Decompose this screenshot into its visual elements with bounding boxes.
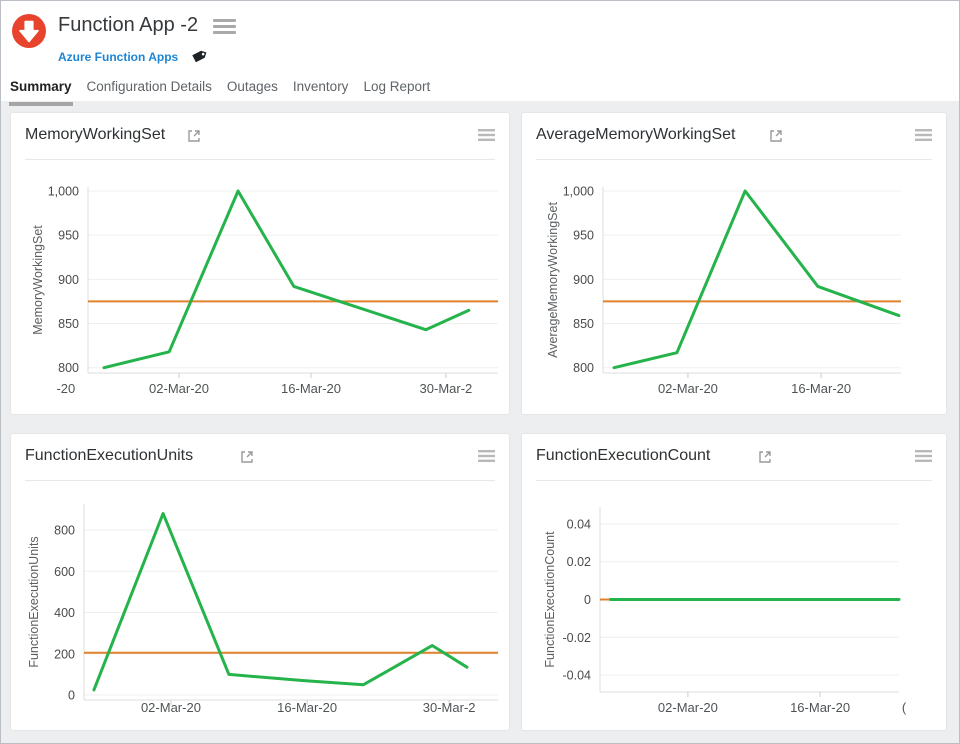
external-link-icon[interactable] xyxy=(240,450,254,464)
tab-configuration-details[interactable]: Configuration Details xyxy=(86,79,212,94)
svg-text:200: 200 xyxy=(54,647,75,661)
svg-text:1,000: 1,000 xyxy=(563,184,594,198)
svg-text:30-Mar-2: 30-Mar-2 xyxy=(420,381,473,396)
svg-text:16-Mar-20: 16-Mar-20 xyxy=(281,381,341,396)
svg-text:02-Mar-20: 02-Mar-20 xyxy=(149,381,209,396)
card-menu-icon[interactable] xyxy=(478,450,495,462)
breadcrumb-monitor-type-link[interactable]: Azure Function Apps xyxy=(58,50,179,64)
svg-text:800: 800 xyxy=(54,523,75,537)
svg-text:0.02: 0.02 xyxy=(567,555,591,569)
chart-card-functionexecutionunits: FunctionExecutionUnits 0 200 400 600 800 02-M… xyxy=(11,434,509,730)
external-link-icon[interactable] xyxy=(187,129,201,143)
tab-outages[interactable]: Outages xyxy=(226,79,278,94)
tab-bar: Summary Configuration Details Outages In… xyxy=(9,77,444,106)
tab-summary[interactable]: Summary xyxy=(9,77,73,106)
svg-text:AverageMemoryWorkingSet: AverageMemoryWorkingSet xyxy=(546,202,560,358)
svg-text:FunctionExecutionUnits: FunctionExecutionUnits xyxy=(27,536,41,667)
divider xyxy=(536,480,932,481)
svg-text:850: 850 xyxy=(58,317,79,331)
external-link-icon[interactable] xyxy=(758,450,772,464)
svg-text:800: 800 xyxy=(58,361,79,375)
svg-text:(: ( xyxy=(902,700,907,715)
chart-title: FunctionExecutionUnits xyxy=(25,447,194,464)
page-title: Function App -2 xyxy=(58,14,199,36)
svg-text:02-Mar-20: 02-Mar-20 xyxy=(141,700,201,715)
card-menu-icon[interactable] xyxy=(478,129,495,141)
svg-text:0: 0 xyxy=(584,593,591,607)
divider xyxy=(25,480,495,481)
tab-inventory[interactable]: Inventory xyxy=(292,79,349,94)
page-header: Function App -2 Azure Function Apps Summ… xyxy=(1,1,959,106)
chart-title: MemoryWorkingSet xyxy=(25,126,166,143)
svg-text:1,000: 1,000 xyxy=(48,184,79,198)
svg-text:FunctionExecutionCount: FunctionExecutionCount xyxy=(543,531,557,668)
svg-text:950: 950 xyxy=(58,229,79,243)
svg-text:950: 950 xyxy=(573,229,594,243)
svg-text:800: 800 xyxy=(573,361,594,375)
svg-text:16-Mar-20: 16-Mar-20 xyxy=(791,381,851,396)
title-hamburger-menu-icon[interactable] xyxy=(213,19,236,34)
svg-text:850: 850 xyxy=(573,317,594,331)
line-chart-functionexecutioncount: -0.04 -0.02 0 0.02 0.04 02-Mar-20 16-Mar-20 ( Fu… xyxy=(522,481,946,730)
divider xyxy=(25,159,495,160)
svg-text:0: 0 xyxy=(68,689,75,703)
card-menu-icon[interactable] xyxy=(915,450,932,462)
svg-text:-0.02: -0.02 xyxy=(563,631,592,645)
status-down-icon xyxy=(12,14,46,48)
svg-text:600: 600 xyxy=(54,565,75,579)
svg-text:900: 900 xyxy=(573,273,594,287)
external-link-icon[interactable] xyxy=(769,129,783,143)
svg-text:0.04: 0.04 xyxy=(567,517,591,531)
svg-text:16-Mar-20: 16-Mar-20 xyxy=(790,700,850,715)
tab-log-report[interactable]: Log Report xyxy=(363,79,431,94)
svg-text:16-Mar-20: 16-Mar-20 xyxy=(277,700,337,715)
chart-card-memoryworkingset: MemoryWorkingSet 800 850 900 950 1,000 -20 02-… xyxy=(11,113,509,414)
svg-text:400: 400 xyxy=(54,606,75,620)
chart-title: FunctionExecutionCount xyxy=(536,447,711,464)
line-chart-memoryworkingset: 800 850 900 950 1,000 -20 02-Mar-20 16-Mar-20 30… xyxy=(11,160,509,414)
line-chart-functionexecutionunits: 0 200 400 600 800 02-Mar-20 16-Mar-20 30-Mar-2 F… xyxy=(11,481,509,730)
divider xyxy=(536,159,932,160)
chart-title: AverageMemoryWorkingSet xyxy=(536,126,736,143)
svg-text:30-Mar-2: 30-Mar-2 xyxy=(423,700,476,715)
svg-text:02-Mar-20: 02-Mar-20 xyxy=(658,381,718,396)
chart-card-averagememoryworkingset: AverageMemoryWorkingSet 800 850 900 950 1,00… xyxy=(522,113,946,414)
tag-icon[interactable] xyxy=(190,48,207,65)
svg-text:MemoryWorkingSet: MemoryWorkingSet xyxy=(31,225,45,335)
svg-text:02-Mar-20: 02-Mar-20 xyxy=(658,700,718,715)
line-chart-averagememoryworkingset: 800 850 900 950 1,000 02-Mar-20 16-Mar-20 Avera… xyxy=(522,160,946,414)
chart-card-functionexecutioncount: FunctionExecutionCount -0.04 -0.02 0 0.02 0.… xyxy=(522,434,946,730)
card-menu-icon[interactable] xyxy=(915,129,932,141)
svg-text:900: 900 xyxy=(58,273,79,287)
svg-text:-0.04: -0.04 xyxy=(563,669,592,683)
svg-text:-20: -20 xyxy=(56,381,75,396)
